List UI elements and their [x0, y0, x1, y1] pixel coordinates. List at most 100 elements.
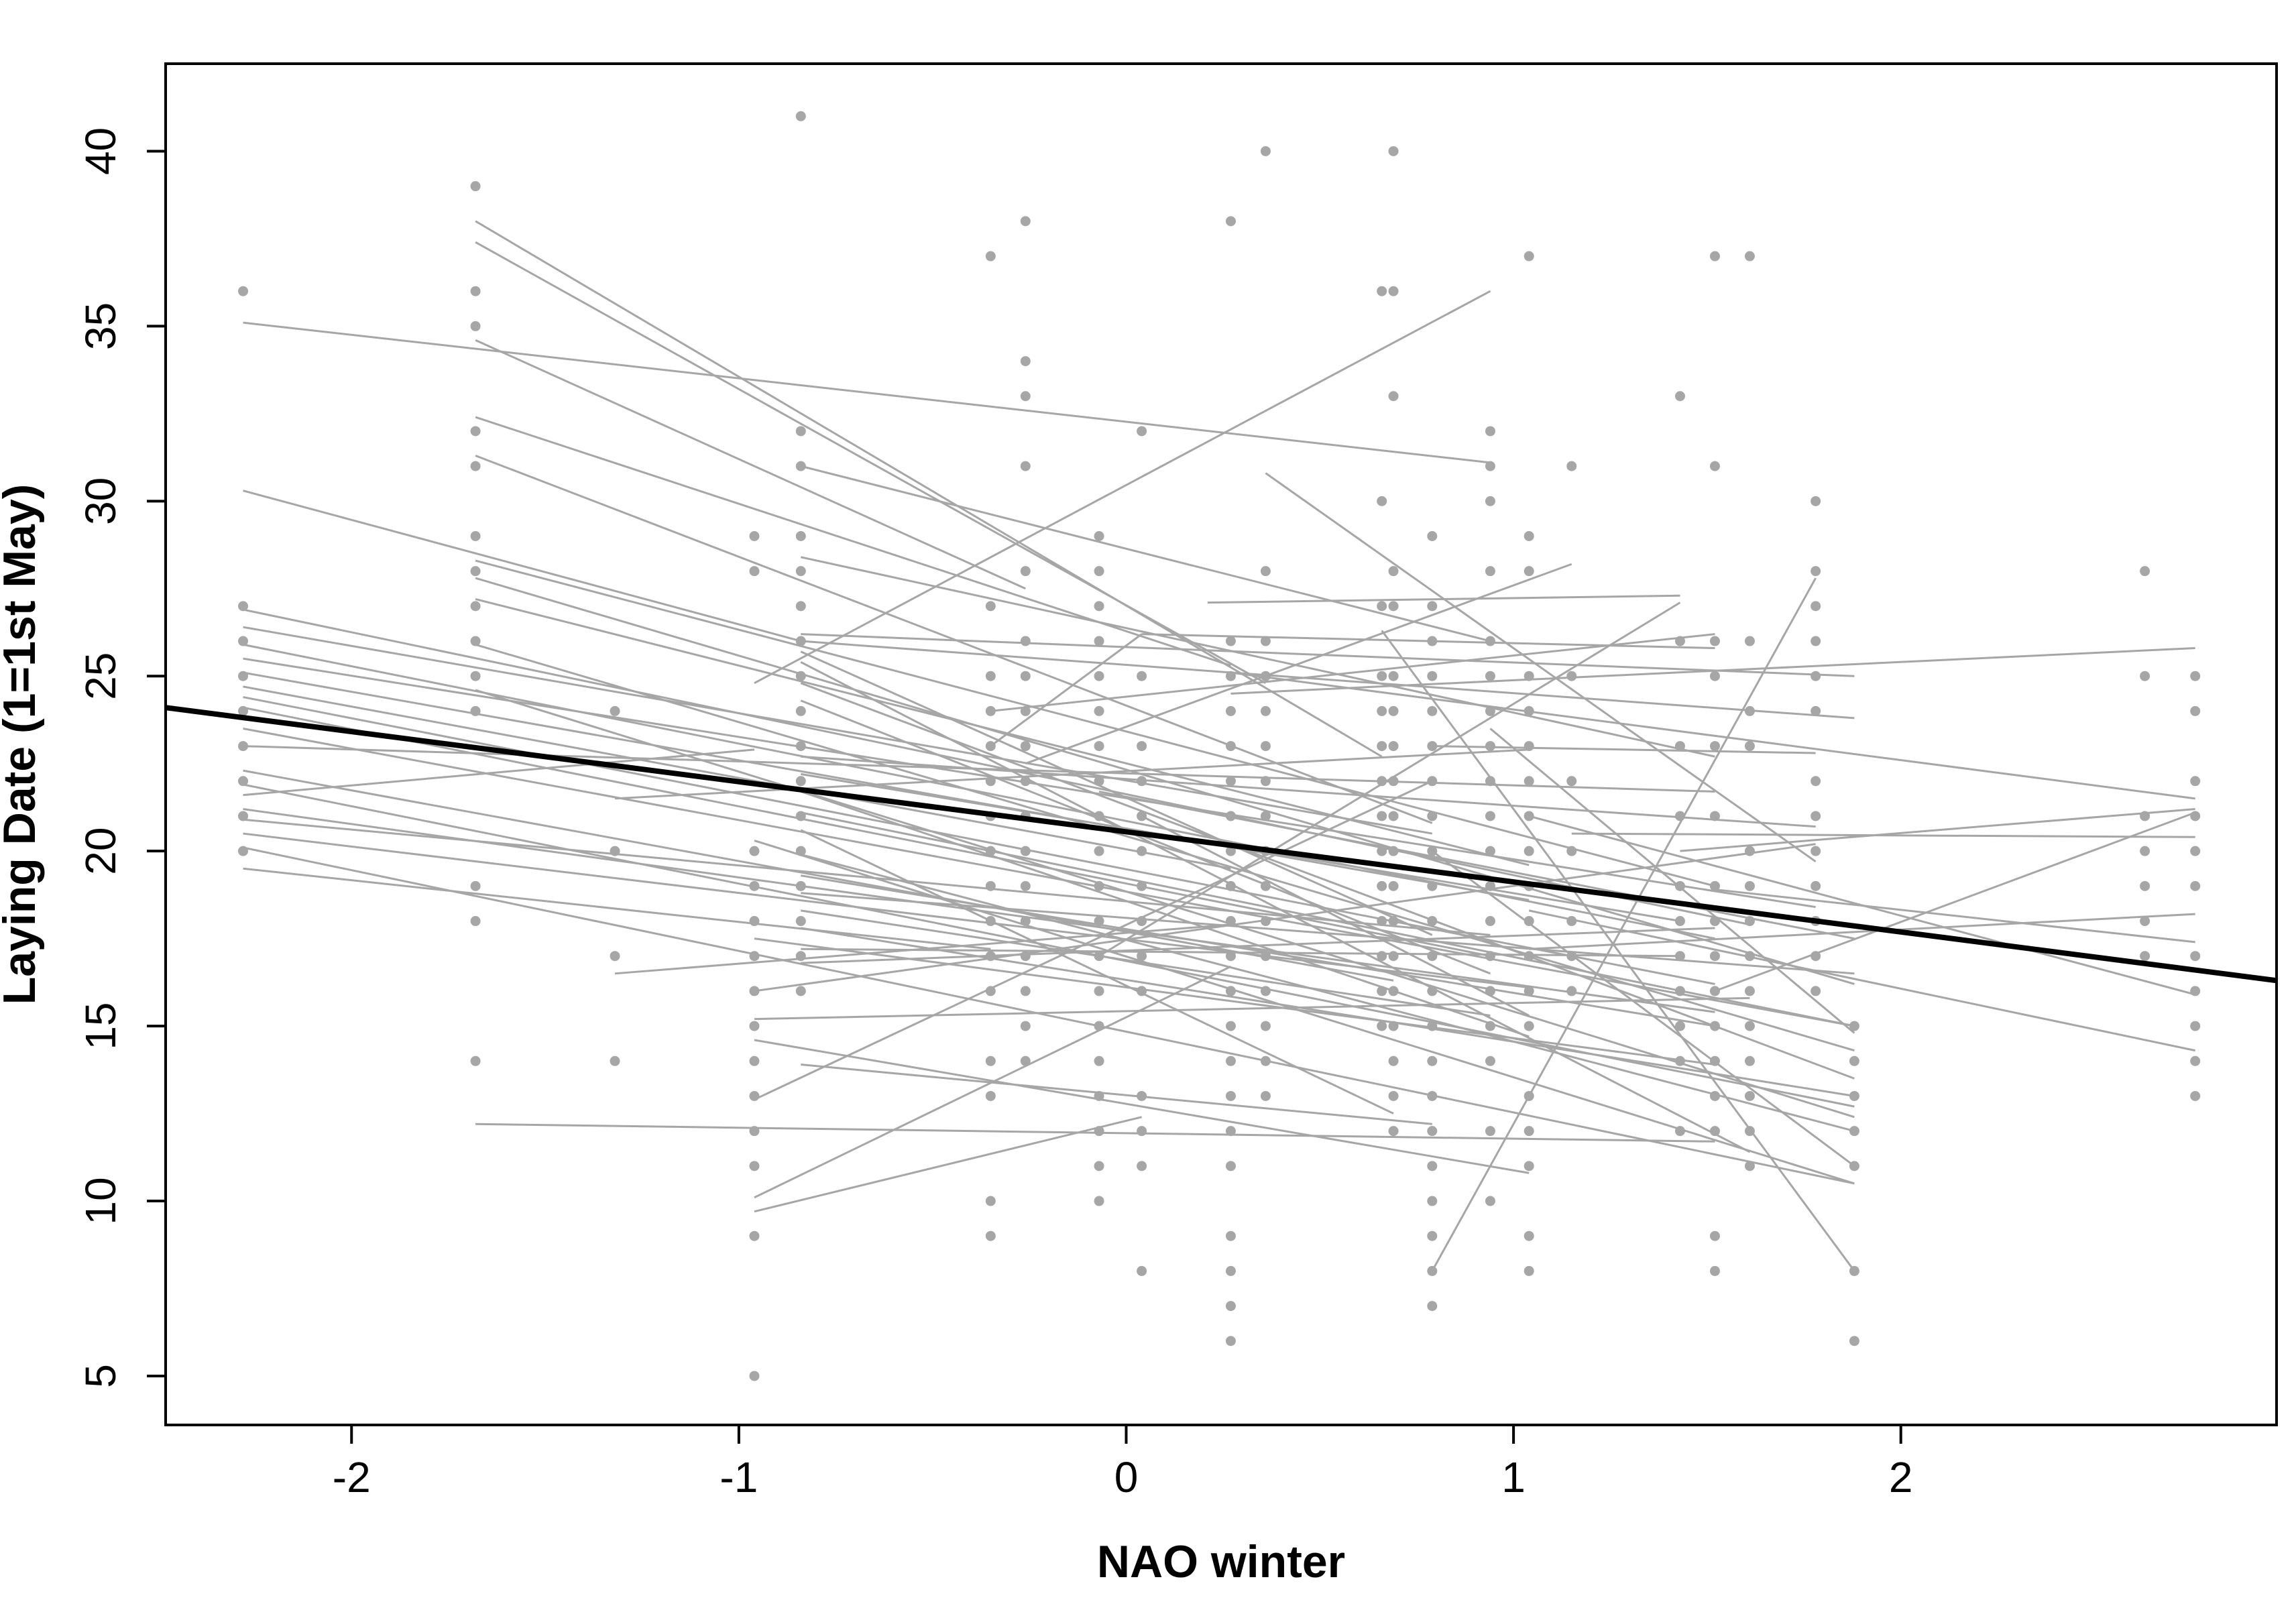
data-point — [1744, 1090, 1755, 1101]
data-point — [1388, 146, 1399, 156]
data-point — [610, 705, 620, 716]
data-point — [1260, 1090, 1271, 1101]
data-point — [1849, 1055, 1859, 1066]
data-point — [1427, 986, 1438, 996]
individual-line — [754, 290, 1491, 685]
individual-line — [243, 671, 1530, 901]
data-point — [1137, 671, 1147, 681]
data-point — [1388, 1126, 1399, 1137]
data-point — [1094, 1126, 1104, 1137]
data-point — [1427, 741, 1438, 752]
individual-line — [1680, 808, 2195, 852]
data-point — [1427, 671, 1438, 681]
data-points — [238, 111, 2201, 1381]
y-tick-label: 35 — [76, 302, 125, 350]
data-point — [1094, 916, 1104, 927]
individual-line — [1528, 909, 2196, 1052]
data-point — [1524, 530, 1534, 541]
data-point — [2190, 1090, 2201, 1101]
data-point — [1744, 251, 1755, 262]
y-tick-label: 10 — [76, 1177, 125, 1224]
data-point — [1674, 811, 1685, 821]
data-point — [1485, 1126, 1495, 1137]
data-point — [985, 880, 996, 891]
data-point — [1427, 1301, 1438, 1312]
data-point — [1020, 776, 1031, 787]
data-point — [1377, 880, 1387, 891]
data-point — [1260, 1055, 1271, 1066]
data-point — [1709, 1090, 1720, 1101]
data-point — [749, 566, 760, 577]
data-point — [749, 1126, 760, 1137]
data-point — [610, 846, 620, 856]
data-point — [1094, 1090, 1104, 1101]
individual-line — [801, 640, 1855, 720]
data-point — [1524, 1230, 1534, 1241]
data-point — [1709, 916, 1720, 927]
individual-line — [754, 1039, 1530, 1174]
data-point — [1137, 880, 1147, 891]
individual-line — [801, 909, 1491, 1017]
data-point — [1094, 741, 1104, 752]
data-point — [1225, 1230, 1236, 1241]
individual-line — [754, 843, 1816, 992]
data-point — [795, 776, 806, 787]
data-point — [1674, 1126, 1685, 1137]
data-point — [238, 636, 249, 646]
data-point — [1709, 951, 1720, 962]
individual-line — [800, 853, 1855, 1133]
data-point — [1020, 1021, 1031, 1031]
data-point — [238, 846, 249, 856]
data-point — [2190, 1021, 2201, 1031]
data-point — [1388, 811, 1399, 821]
individual-line — [243, 769, 1394, 982]
individual-line — [475, 559, 1715, 887]
data-point — [1094, 530, 1104, 541]
data-point — [1427, 705, 1438, 716]
data-point — [795, 846, 806, 856]
individual-line — [243, 490, 801, 642]
individual-line — [800, 829, 1394, 1114]
data-point — [1709, 1126, 1720, 1137]
data-point — [749, 916, 760, 927]
y-tick-label: 25 — [76, 652, 125, 700]
individual-line — [1098, 790, 1855, 940]
data-point — [1709, 986, 1720, 996]
data-point — [1811, 705, 1821, 716]
individual-line — [243, 867, 991, 950]
data-point — [1524, 916, 1534, 927]
x-tick-label: -2 — [333, 1453, 371, 1501]
data-point — [1485, 461, 1495, 471]
data-point — [2140, 880, 2150, 891]
data-point — [1137, 1161, 1147, 1171]
individual-line — [800, 661, 1751, 1153]
individual-line — [801, 633, 1855, 677]
data-point — [1020, 671, 1031, 681]
data-point — [1485, 705, 1495, 716]
data-point — [1388, 916, 1399, 927]
data-point — [470, 601, 481, 612]
population-line — [166, 705, 2277, 984]
data-point — [1427, 846, 1438, 856]
data-point — [1674, 916, 1685, 927]
data-point — [1225, 1301, 1236, 1312]
individual-line — [243, 696, 1715, 985]
data-point — [1427, 951, 1438, 962]
data-point — [610, 951, 620, 962]
data-point — [1485, 426, 1495, 437]
data-point — [470, 880, 481, 891]
individual-line — [243, 608, 1750, 926]
data-point — [1020, 356, 1031, 367]
data-point — [1225, 705, 1236, 716]
data-point — [1674, 951, 1685, 962]
data-point — [1427, 1265, 1438, 1276]
data-point — [1524, 1021, 1534, 1031]
data-point — [1260, 1021, 1271, 1031]
data-point — [470, 705, 481, 716]
data-point — [470, 636, 481, 646]
individual-line — [243, 846, 1855, 1185]
data-point — [1137, 776, 1147, 787]
y-tick-label: 15 — [76, 1002, 125, 1049]
data-point — [1427, 1055, 1438, 1066]
